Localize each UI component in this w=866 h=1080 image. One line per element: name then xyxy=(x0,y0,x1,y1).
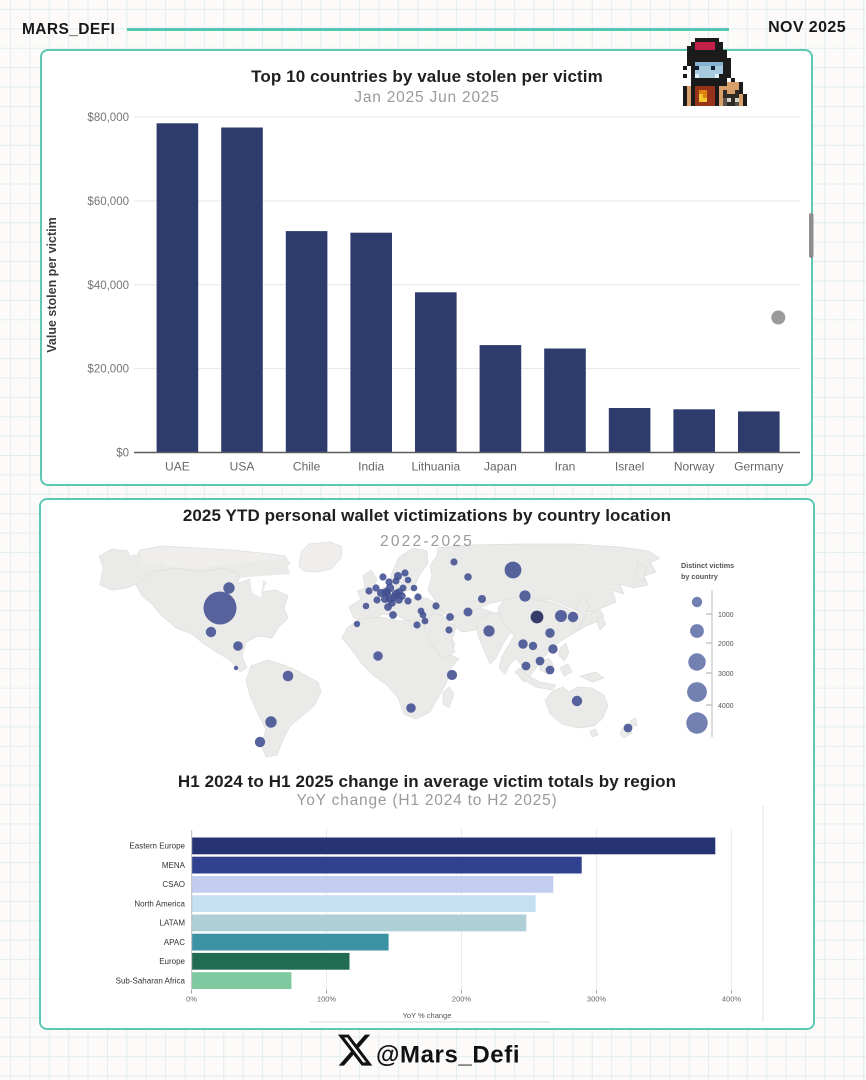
svg-text:$40,000: $40,000 xyxy=(87,280,129,292)
svg-text:Japan: Japan xyxy=(484,460,517,474)
svg-text:Eastern Europe: Eastern Europe xyxy=(129,842,185,851)
svg-text:4000: 4000 xyxy=(718,703,734,710)
svg-text:USA: USA xyxy=(230,460,255,474)
svg-text:100%: 100% xyxy=(317,995,337,1004)
svg-text:400%: 400% xyxy=(722,995,742,1004)
svg-text:MENA: MENA xyxy=(162,861,186,870)
svg-text:Europe: Europe xyxy=(159,957,185,966)
svg-text:YoY % change: YoY % change xyxy=(403,1011,452,1020)
svg-text:India: India xyxy=(358,460,384,474)
svg-text:Norway: Norway xyxy=(674,460,715,474)
svg-text:$60,000: $60,000 xyxy=(87,196,129,208)
svg-text:300%: 300% xyxy=(587,995,607,1004)
svg-text:$20,000: $20,000 xyxy=(87,364,129,376)
svg-text:1000: 1000 xyxy=(718,612,734,619)
svg-text:LATAM: LATAM xyxy=(160,919,186,928)
svg-text:Value stolen per victim: Value stolen per victim xyxy=(45,217,59,352)
svg-text:Sub-Saharan Africa: Sub-Saharan Africa xyxy=(116,976,186,985)
svg-text:0%: 0% xyxy=(186,995,197,1004)
svg-text:Israel: Israel xyxy=(615,460,644,474)
svg-text:Lithuania: Lithuania xyxy=(411,460,460,474)
svg-text:APAC: APAC xyxy=(164,938,185,947)
svg-text:200%: 200% xyxy=(452,995,472,1004)
svg-text:North America: North America xyxy=(134,899,185,908)
svg-text:$0: $0 xyxy=(116,448,129,460)
svg-text:by country: by country xyxy=(681,572,718,581)
svg-text:CSAO: CSAO xyxy=(162,880,185,889)
svg-text:Distinct victims: Distinct victims xyxy=(681,561,734,570)
svg-text:UAE: UAE xyxy=(165,460,190,474)
svg-text:$80,000: $80,000 xyxy=(87,112,129,124)
svg-text:Chile: Chile xyxy=(293,460,321,474)
svg-text:2000: 2000 xyxy=(718,641,734,648)
svg-text:Germany: Germany xyxy=(734,460,783,474)
svg-text:3000: 3000 xyxy=(718,671,734,678)
svg-text:@Mars_Defi: @Mars_Defi xyxy=(376,1042,520,1069)
svg-text:Iran: Iran xyxy=(555,460,576,474)
